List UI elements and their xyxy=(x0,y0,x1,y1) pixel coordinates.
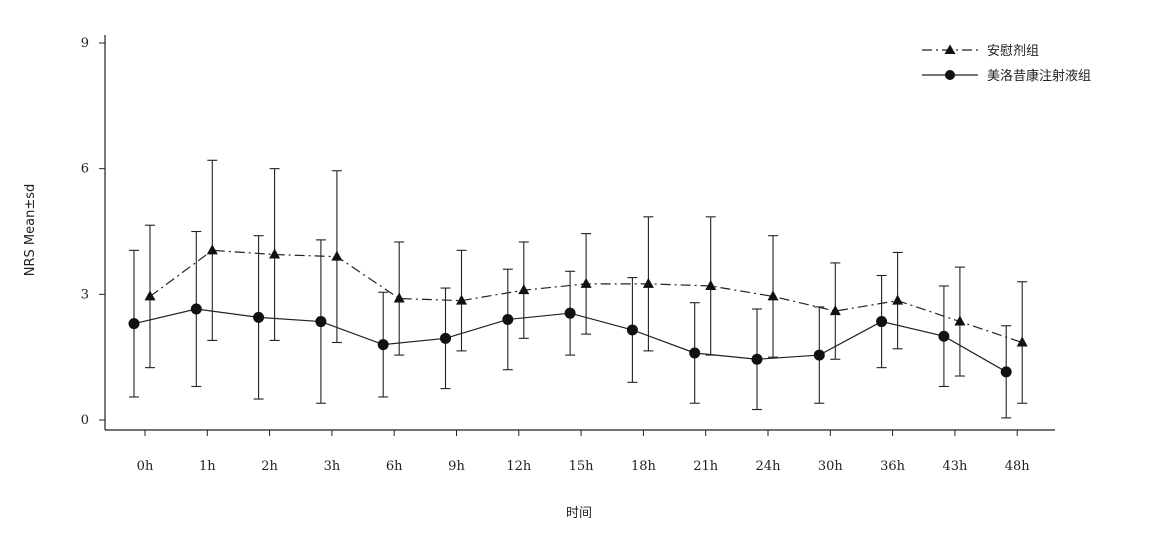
legend-triangle-marker xyxy=(944,44,956,54)
triangle-marker xyxy=(580,277,592,288)
x-tick-label: 30h xyxy=(818,459,844,474)
triangle-marker xyxy=(393,292,405,303)
y-tick-label: 3 xyxy=(81,287,89,302)
triangle-marker xyxy=(705,279,717,290)
chart-ticks: 0 3 6 9 0h 1h 2h 3h 6h 9h 12h 15h 18h 21h 24h 30h 36h 43h… xyxy=(81,36,1031,474)
circle-marker xyxy=(1000,366,1012,378)
circle-marker xyxy=(502,313,514,325)
circle-marker xyxy=(253,311,265,323)
legend: 安慰剂组 美洛昔康注射液组 xyxy=(922,44,1091,84)
circle-marker xyxy=(564,307,576,319)
triangle-marker xyxy=(331,250,343,261)
y-tick-label: 0 xyxy=(81,413,89,428)
circle-marker xyxy=(938,330,950,342)
x-tick-label: 0h xyxy=(137,459,154,474)
circle-marker xyxy=(377,339,389,351)
circle-marker xyxy=(626,324,638,336)
circle-marker xyxy=(190,303,202,315)
circle-marker xyxy=(876,316,888,328)
triangle-marker xyxy=(954,315,966,326)
chart-axes xyxy=(104,35,1055,431)
x-tick-label: 3h xyxy=(324,459,341,474)
circle-marker xyxy=(751,353,763,365)
circle-marker xyxy=(128,318,140,330)
triangle-marker xyxy=(829,305,841,316)
triangle-marker xyxy=(892,294,904,305)
x-tick-label: 6h xyxy=(386,459,403,474)
x-axis-title: 时间 xyxy=(566,506,592,521)
x-tick-label: 1h xyxy=(199,459,216,474)
x-tick-label: 15h xyxy=(569,459,595,474)
triangle-marker xyxy=(144,290,156,301)
x-tick-label: 12h xyxy=(506,459,532,474)
y-axis-title: NRS Mean±sd xyxy=(23,184,38,276)
x-tick-label: 18h xyxy=(631,459,657,474)
series-markers xyxy=(128,244,1028,378)
triangle-marker xyxy=(206,244,218,255)
x-tick-label: 9h xyxy=(448,459,465,474)
triangle-marker xyxy=(642,277,654,288)
circle-marker xyxy=(315,316,327,328)
triangle-marker xyxy=(269,248,281,259)
series-lines xyxy=(133,249,1023,373)
triangle-marker xyxy=(1016,336,1028,347)
legend-item-meloxicam: 美洛昔康注射液组 xyxy=(922,68,1091,84)
y-tick-label: 6 xyxy=(81,162,89,177)
legend-label-meloxicam: 美洛昔康注射液组 xyxy=(987,68,1091,84)
legend-circle-marker xyxy=(945,70,955,80)
error-bars xyxy=(129,159,1028,419)
x-tick-label: 2h xyxy=(261,459,278,474)
legend-label-placebo: 安慰剂组 xyxy=(987,44,1039,59)
triangle-marker xyxy=(518,284,530,295)
triangle-marker xyxy=(456,294,467,305)
circle-marker xyxy=(689,347,701,359)
x-tick-label: 24h xyxy=(756,459,782,474)
x-tick-label: 21h xyxy=(693,459,719,474)
x-tick-label: 48h xyxy=(1005,459,1031,474)
x-tick-label: 36h xyxy=(880,459,906,474)
legend-item-placebo: 安慰剂组 xyxy=(922,44,1039,59)
y-tick-label: 9 xyxy=(81,36,89,51)
x-tick-label: 43h xyxy=(942,459,968,474)
circle-marker xyxy=(813,349,825,361)
triangle-marker xyxy=(767,290,779,301)
circle-marker xyxy=(440,332,451,344)
